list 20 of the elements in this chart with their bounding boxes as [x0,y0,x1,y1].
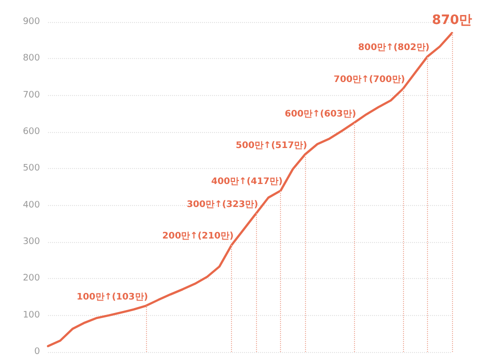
y-tick-label: 800 [22,54,40,64]
annotation: 200만↑(210만) [162,231,234,242]
annotation: 500만↑(517만) [236,140,308,151]
annotation: 800만↑(802만) [358,42,430,53]
annotation: 400만↑(417만) [211,177,283,188]
y-tick-label: 100 [22,310,40,320]
y-tick-label: 900 [22,17,40,27]
y-tick-label: 0 [34,347,40,357]
annotation: 600만↑(603만) [284,109,356,120]
annotation: 700만↑(700만) [334,75,406,86]
y-tick-label: 300 [22,237,40,247]
y-tick-label: 400 [22,200,40,210]
data-label: 870만 [432,13,472,28]
y-tick-label: 600 [22,127,40,137]
annotation: 100만↑(103만) [76,292,148,302]
y-tick-label: 700 [22,90,40,100]
annotation: 300만↑(323만) [186,200,258,210]
y-tick-label: 500 [22,164,40,174]
y-tick-label: 200 [22,274,40,284]
line-series [46,32,454,348]
